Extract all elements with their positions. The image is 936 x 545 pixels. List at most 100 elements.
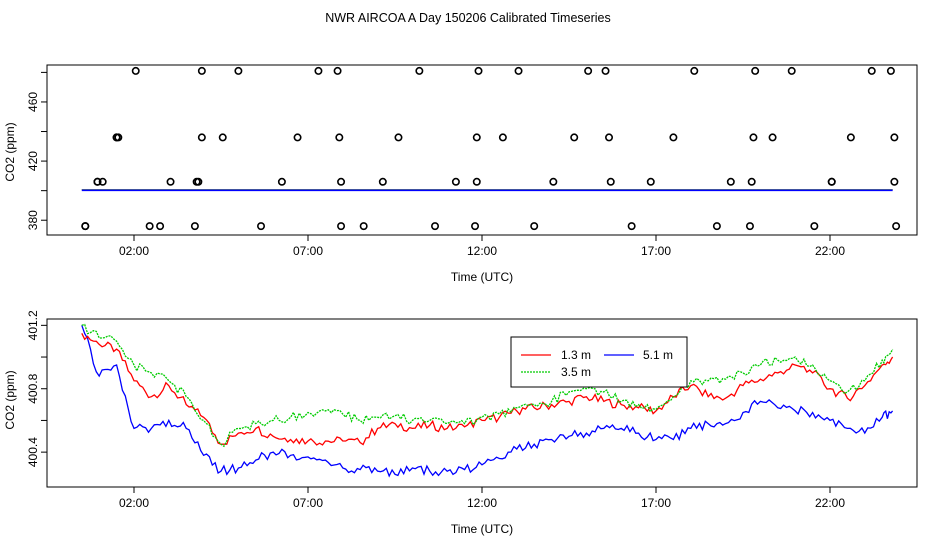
data-point (474, 66, 483, 75)
data-point (810, 222, 819, 231)
data-point (472, 133, 481, 142)
top-x-axis-label: Time (UTC) (451, 270, 513, 284)
data-point (867, 66, 876, 75)
data-point (93, 177, 102, 186)
data-point (431, 222, 440, 231)
legend-box (510, 336, 688, 388)
data-point (498, 133, 507, 142)
bottom-y-axis: 400.4 400.8 401.2 (26, 310, 47, 467)
data-point (234, 66, 243, 75)
data-point (471, 222, 480, 231)
y-tick-label: 460 (26, 92, 40, 112)
x-tick-label: 02:00 (119, 496, 149, 510)
data-point (726, 177, 735, 186)
x-tick-label: 12:00 (467, 496, 497, 510)
data-point (333, 66, 342, 75)
y-tick-label: 401.2 (26, 310, 40, 340)
data-point (378, 177, 387, 186)
data-point (530, 222, 539, 231)
data-point (197, 66, 206, 75)
y-tick-label: 400.8 (26, 373, 40, 403)
data-point (112, 133, 121, 142)
data-point (81, 222, 90, 231)
bottom-x-axis: 02:00 07:00 12:00 17:00 22:00 (119, 487, 845, 510)
data-point (605, 133, 614, 142)
legend: 1.3 m 5.1 m 3.5 m (510, 336, 688, 388)
data-point (747, 177, 756, 186)
x-tick-label: 17:00 (641, 496, 671, 510)
data-point (669, 133, 678, 142)
data-point (886, 66, 895, 75)
top-plot-frame (46, 64, 918, 236)
data-point (892, 222, 901, 231)
data-point (293, 133, 302, 142)
data-point (192, 177, 201, 186)
data-point (335, 133, 344, 142)
data-point (415, 66, 424, 75)
x-tick-label: 22:00 (815, 244, 845, 258)
x-tick-label: 17:00 (641, 244, 671, 258)
series-line-13m (81, 333, 894, 446)
data-point (337, 222, 346, 231)
y-tick-label: 380 (26, 210, 40, 230)
data-point (827, 177, 836, 186)
y-tick-label: 420 (26, 151, 40, 171)
data-point (514, 66, 523, 75)
data-point (549, 177, 558, 186)
data-point (190, 222, 199, 231)
x-tick-label: 02:00 (119, 244, 149, 258)
chart-title: NWR AIRCOA A Day 150206 Calibrated Times… (325, 11, 611, 25)
data-point (337, 177, 346, 186)
data-point (751, 66, 760, 75)
y-tick-label: 400.4 (26, 437, 40, 467)
data-point (98, 177, 107, 186)
bottom-x-axis-label: Time (UTC) (451, 522, 513, 536)
data-point (787, 66, 796, 75)
data-point (646, 177, 655, 186)
x-tick-label: 22:00 (815, 496, 845, 510)
data-point (197, 133, 206, 142)
data-point (314, 66, 323, 75)
legend-label-1-3m: 1.3 m (561, 348, 591, 362)
data-point (890, 133, 899, 142)
top-x-axis: 02:00 07:00 12:00 17:00 22:00 (119, 235, 845, 258)
data-point (451, 177, 460, 186)
data-point (359, 222, 368, 231)
data-point (627, 222, 636, 231)
data-point (166, 177, 175, 186)
data-point (690, 66, 699, 75)
top-series-lines (81, 189, 893, 192)
x-tick-label: 07:00 (293, 496, 323, 510)
series-line-35m (81, 323, 894, 448)
data-point (606, 177, 615, 186)
legend-label-5-1m: 5.1 m (643, 348, 673, 362)
top-y-axis: 380 420 460 (26, 71, 47, 230)
data-point (156, 222, 165, 231)
data-point (570, 133, 579, 142)
data-point (131, 66, 140, 75)
data-point (257, 222, 266, 231)
x-tick-label: 07:00 (293, 244, 323, 258)
data-point (749, 133, 758, 142)
data-point (277, 177, 286, 186)
bottom-series-lines (81, 323, 894, 478)
data-point (584, 66, 593, 75)
data-point (768, 133, 777, 142)
data-point (601, 66, 610, 75)
data-point (745, 222, 754, 231)
bottom-y-axis-label: CO2 (ppm) (3, 370, 17, 429)
series-line-51m (81, 325, 894, 478)
data-point (712, 222, 721, 231)
data-point (890, 177, 899, 186)
data-point (472, 177, 481, 186)
data-point (394, 133, 403, 142)
top-y-axis-label: CO2 (ppm) (3, 122, 17, 181)
data-point (145, 222, 154, 231)
bottom-plot-frame (46, 318, 918, 488)
data-point (218, 133, 227, 142)
top-points (81, 66, 901, 231)
data-point (846, 133, 855, 142)
legend-label-3-5m: 3.5 m (561, 365, 591, 379)
